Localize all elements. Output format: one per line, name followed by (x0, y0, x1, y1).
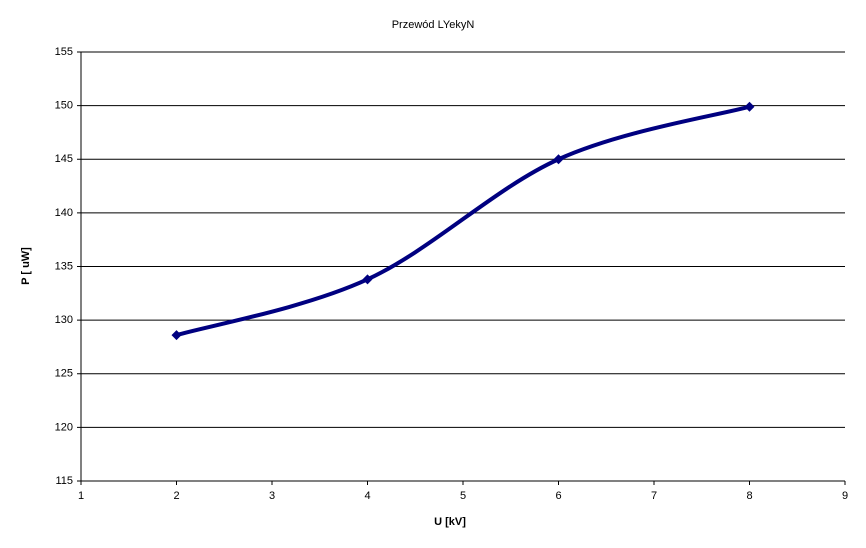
x-tick-label: 2 (173, 490, 179, 502)
chart-title: Przewód LYekyN (392, 19, 475, 31)
point-marker (362, 274, 373, 285)
x-tick-label: 5 (460, 490, 466, 502)
x-axis-title: U [kV] (434, 516, 466, 528)
x-tick-label: 8 (746, 490, 752, 502)
y-axis-title: P [ uW] (20, 247, 32, 285)
y-tick-label: 125 (55, 368, 73, 380)
x-tick-label: 7 (651, 490, 657, 502)
y-tick-label: 140 (55, 207, 73, 219)
y-tick-label: 115 (55, 475, 73, 487)
x-tick-label: 3 (269, 490, 275, 502)
x-tick-label: 6 (555, 490, 561, 502)
y-tick-label: 150 (55, 100, 73, 112)
point-marker (744, 101, 755, 112)
y-tick-label: 135 (55, 260, 73, 272)
x-tick-label: 4 (364, 490, 370, 502)
y-tick-label: 130 (55, 314, 73, 326)
point-marker (171, 330, 182, 341)
x-tick-label: 9 (842, 490, 848, 502)
y-tick-label: 145 (55, 153, 73, 165)
point-marker (553, 154, 564, 165)
x-tick-label: 1 (78, 490, 84, 502)
y-tick-label: 120 (55, 421, 73, 433)
series-line (175, 104, 751, 338)
y-tick-label: 155 (55, 46, 73, 58)
